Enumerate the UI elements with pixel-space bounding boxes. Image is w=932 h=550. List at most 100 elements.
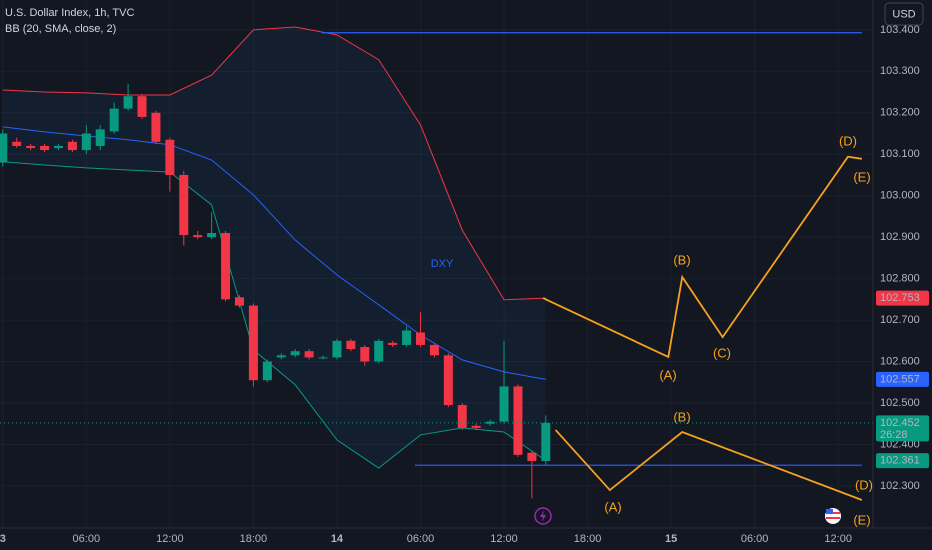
candle-body	[443, 355, 453, 406]
candle-body	[151, 112, 161, 142]
y-tick-label: 102.800	[880, 273, 920, 285]
candle-body	[402, 330, 412, 345]
candle-body	[221, 233, 231, 300]
candle-body	[429, 344, 439, 356]
candle-body	[207, 233, 217, 238]
y-tick-label: 102.300	[880, 480, 920, 492]
chart-title: U.S. Dollar Index, 1h, TVC	[5, 7, 134, 19]
price-tag	[876, 415, 929, 442]
projection-line	[554, 429, 863, 501]
currency-button[interactable]	[884, 2, 924, 26]
candle-body	[332, 340, 342, 358]
candle-body	[81, 133, 91, 151]
candle-body	[179, 174, 189, 236]
axes: 102.300102.400102.500102.600102.700102.8…	[0, 24, 929, 545]
candle-body	[123, 96, 133, 109]
candle-body	[374, 340, 384, 362]
bands	[2, 26, 547, 469]
candle-body	[360, 347, 370, 362]
price-tag-label: 102.557	[880, 373, 920, 385]
x-tick-label: 12:00	[824, 533, 852, 545]
y-tick-label: 102.500	[880, 397, 920, 409]
candle-body	[415, 332, 425, 345]
candle-body	[527, 452, 537, 462]
x-tick-label: 18:00	[574, 533, 602, 545]
candle-body	[290, 351, 300, 356]
candle-body	[457, 405, 467, 428]
countdown-label: 26:28	[880, 429, 908, 441]
grid	[0, 0, 873, 528]
y-tick-label: 103.200	[880, 107, 920, 119]
y-tick-label: 103.100	[880, 148, 920, 160]
wave-label: (E)	[853, 169, 870, 184]
y-tick-label: 103.000	[880, 190, 920, 202]
candle-body	[165, 139, 175, 175]
price-tag-label: 102.753	[880, 292, 920, 304]
candle-body	[318, 357, 328, 359]
candle-body	[26, 145, 36, 149]
wave-label: (B)	[673, 252, 690, 267]
candle-body	[248, 305, 258, 381]
wave-label: (D)	[855, 477, 873, 492]
x-tick-label: 3	[0, 533, 6, 545]
candles	[0, 83, 551, 499]
wave-label: (A)	[604, 499, 621, 514]
price-tag-label: 102.361	[880, 455, 920, 467]
candle-body	[95, 129, 105, 146]
candle-body	[193, 235, 203, 238]
band-line	[2, 161, 547, 469]
y-tick-label: 103.300	[880, 65, 920, 77]
candle-body	[262, 361, 272, 381]
band-line	[2, 126, 546, 380]
candle-body	[40, 145, 50, 151]
candle-body	[304, 351, 314, 358]
x-tick-label: 14	[331, 533, 344, 545]
y-tick-label: 103.400	[880, 24, 920, 36]
candle-body	[388, 342, 398, 345]
wave-label: (E)	[853, 512, 870, 527]
band-line	[2, 26, 546, 301]
candle-body	[109, 108, 119, 132]
x-tick-label: 12:00	[156, 533, 184, 545]
candle-body	[541, 422, 551, 462]
candle-body	[346, 340, 356, 350]
flag-icon[interactable]	[825, 508, 841, 524]
candle-body	[513, 386, 523, 455]
band-fill	[2, 26, 546, 469]
candle-body	[53, 145, 63, 149]
candle-body	[276, 355, 286, 358]
price-tag-label: 102.452	[880, 417, 920, 429]
x-tick-label: 12:00	[490, 533, 518, 545]
x-tick-label: 06:00	[741, 533, 769, 545]
projection-line	[542, 155, 862, 359]
wave-label: (B)	[673, 409, 690, 424]
x-tick-label: 06:00	[73, 533, 101, 545]
wave-label: (A)	[659, 367, 676, 382]
currency-label[interactable]: USD	[892, 8, 915, 20]
candle-body	[0, 133, 8, 163]
candle-body	[67, 141, 77, 151]
price-tag	[876, 371, 929, 387]
candle-body	[499, 386, 509, 422]
candle-body	[485, 421, 495, 424]
y-tick-label: 102.900	[880, 231, 920, 243]
candle-body	[471, 425, 481, 428]
overlays: (A) (B) (C) (D) (E) (A) (B) (D) (E)	[0, 32, 873, 527]
price-tag	[876, 290, 929, 306]
y-tick-label: 102.700	[880, 314, 920, 326]
wave-label: (D)	[839, 133, 857, 148]
x-tick-label: 18:00	[240, 533, 268, 545]
candle-body	[137, 96, 147, 117]
x-tick-label: 15	[665, 533, 677, 545]
x-tick-label: 06:00	[407, 533, 435, 545]
indicator-label: BB (20, SMA, close, 2)	[5, 23, 116, 35]
candle-body	[12, 141, 22, 146]
y-tick-label: 102.600	[880, 355, 920, 367]
wave-label: (C)	[713, 345, 731, 360]
symbol-watermark: DXY	[431, 258, 454, 270]
event-icon[interactable]	[534, 507, 552, 525]
price-tag	[876, 453, 929, 469]
